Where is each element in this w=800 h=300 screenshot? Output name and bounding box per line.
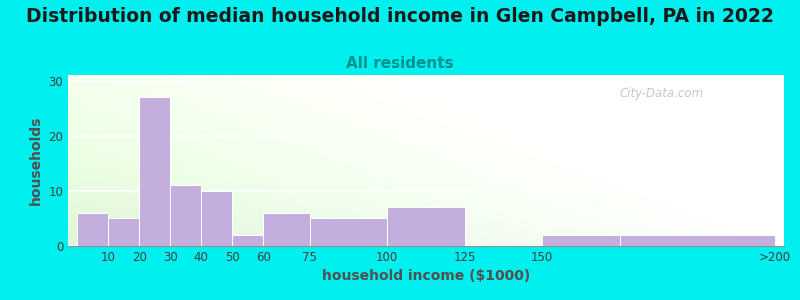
Text: All residents: All residents xyxy=(346,56,454,70)
Bar xyxy=(263,213,310,246)
Bar xyxy=(387,207,465,246)
Text: Distribution of median household income in Glen Campbell, PA in 2022: Distribution of median household income … xyxy=(26,8,774,26)
Bar xyxy=(202,191,232,246)
Bar xyxy=(78,213,108,246)
Bar xyxy=(232,235,263,246)
X-axis label: household income ($1000): household income ($1000) xyxy=(322,269,530,284)
Text: City-Data.com: City-Data.com xyxy=(619,87,703,100)
Y-axis label: households: households xyxy=(29,116,42,205)
Bar xyxy=(620,235,774,246)
Bar xyxy=(170,185,202,246)
Bar xyxy=(310,218,387,246)
Bar xyxy=(108,218,139,246)
Bar xyxy=(139,97,170,246)
Bar xyxy=(542,235,620,246)
